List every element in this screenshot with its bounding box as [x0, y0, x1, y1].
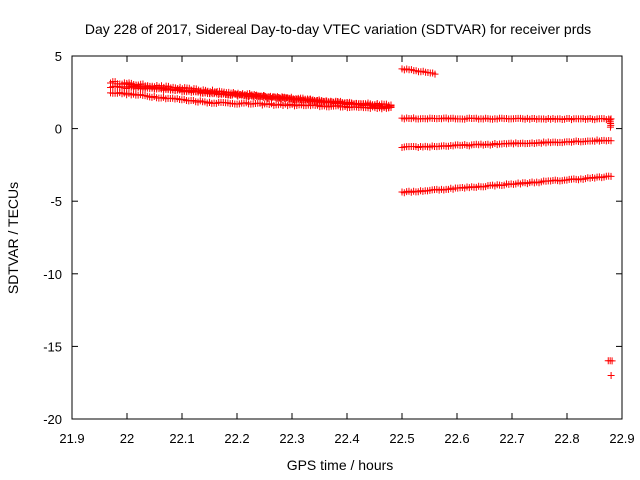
y-tick-label: -15: [43, 339, 62, 354]
data-point-arc-7: [607, 137, 615, 145]
chart-title: Day 228 of 2017, Sidereal Day-to-day VTE…: [85, 21, 591, 37]
y-tick-label: -20: [43, 412, 62, 427]
x-tick-label: 22: [120, 431, 134, 446]
y-tick-label: -5: [50, 194, 62, 209]
x-tick-label: 22.6: [444, 431, 469, 446]
data-point-arc-5: [431, 70, 439, 78]
y-axis: 5 0 -5 -10 -15 -20: [43, 49, 622, 427]
x-tick-label: 22.9: [609, 431, 634, 446]
data-markers: [107, 65, 616, 379]
x-tick-label: 22.1: [169, 431, 194, 446]
x-axis: 21.9 22 22.1 22.2 22.3 22.4 22.5 22.6 22.7 22.8 22…: [59, 56, 635, 446]
data-point-point-11: [607, 371, 615, 379]
x-tick-label: 22.4: [334, 431, 359, 446]
x-tick-label: 22.2: [224, 431, 249, 446]
x-tick-label: 22.8: [554, 431, 579, 446]
data-point-arc-9: [606, 123, 614, 131]
y-tick-label: 5: [55, 49, 62, 64]
y-axis-label: SDTVAR / TECUs: [5, 182, 21, 294]
x-tick-label: 22.5: [389, 431, 414, 446]
x-tick-label: 22.3: [279, 431, 304, 446]
x-tick-label: 22.7: [499, 431, 524, 446]
y-tick-label: 0: [55, 122, 62, 137]
data-point-arc-4: [387, 101, 395, 109]
x-axis-label: GPS time / hours: [287, 457, 394, 473]
y-tick-label: -10: [43, 267, 62, 282]
x-tick-label: 21.9: [59, 431, 84, 446]
data-point-arc-10: [608, 357, 616, 365]
data-point-arc-8: [607, 172, 615, 180]
